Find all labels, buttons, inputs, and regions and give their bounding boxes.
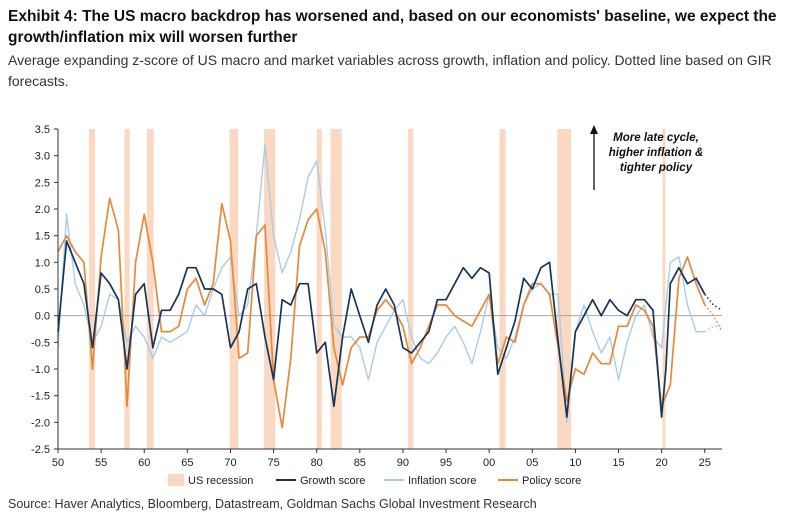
recession-band-1 — [124, 129, 130, 449]
x-axis-ticks: 50 55 60 65 70 75 80 85 90 95 00 05 10 15 20 25 — [52, 449, 711, 469]
y-tick-label: -2.0 — [31, 417, 50, 429]
series-lines — [57, 144, 723, 429]
recession-band-2 — [146, 129, 154, 449]
recession-band-0 — [89, 129, 96, 449]
annotation-line-1: More late cycle, — [613, 132, 699, 144]
annotation-line-3: tighter policy — [620, 162, 693, 174]
x-tick-label: 25 — [699, 457, 711, 469]
y-tick-label: 2.0 — [35, 204, 50, 216]
legend: US recession Growth score Inflation scor… — [168, 474, 581, 487]
x-tick-label: 80 — [311, 457, 323, 469]
y-tick-label: 2.5 — [35, 177, 50, 189]
x-tick-label: 55 — [95, 457, 107, 469]
y-tick-label: 1.0 — [35, 257, 50, 269]
y-tick-label: -1.0 — [31, 364, 50, 376]
x-tick-label: 90 — [397, 457, 409, 469]
y-tick-label: -2.5 — [31, 444, 50, 456]
y-tick-label: -0.5 — [31, 337, 50, 349]
policy-forecast-line — [704, 304, 723, 333]
growth-forecast-line — [704, 293, 723, 311]
recession-band-10 — [662, 129, 666, 449]
recession-bands — [89, 129, 666, 449]
growth-line — [57, 240, 706, 418]
source-note: Source: Haver Analytics, Bloomberg, Data… — [8, 497, 537, 511]
y-tick-label: 3.5 — [35, 124, 50, 136]
recession-band-5 — [316, 129, 322, 449]
y-tick-label: 1.5 — [35, 231, 50, 243]
x-tick-label: 60 — [138, 457, 150, 469]
recession-band-6 — [330, 129, 342, 449]
legend-swatch-recession — [168, 474, 184, 486]
legend-label-growth: Growth score — [300, 475, 365, 487]
recession-band-7 — [408, 129, 414, 449]
x-tick-label: 65 — [181, 457, 193, 469]
x-tick-label: 05 — [526, 457, 538, 469]
axes — [57, 129, 722, 450]
recession-band-8 — [499, 129, 506, 449]
legend-label-policy: Policy score — [522, 475, 581, 487]
y-tick-label: 3.0 — [35, 151, 50, 163]
x-tick-label: 00 — [483, 457, 495, 469]
annotation-arrow-head — [590, 125, 598, 134]
legend-label-inflation: Inflation score — [408, 475, 476, 487]
policy-line — [57, 197, 706, 429]
y-tick-label: -1.5 — [31, 391, 50, 403]
inflation-line — [57, 144, 705, 423]
x-tick-label: 75 — [267, 457, 279, 469]
legend-label-recession: US recession — [188, 475, 253, 487]
x-tick-label: 10 — [569, 457, 581, 469]
x-tick-label: 20 — [656, 457, 668, 469]
y-axis-ticks: 3.5 3.0 2.5 2.0 1.5 1.0 0.5 0.0 -0.5 -1.0 -1.5 -2.0… — [31, 124, 58, 456]
chart-subtitle: Average expanding z-score of US macro an… — [8, 52, 772, 89]
y-tick-label: 0.5 — [35, 284, 50, 296]
late-cycle-annotation: More late cycle, higher inflation & tigh… — [590, 125, 703, 190]
x-tick-label: 95 — [440, 457, 452, 469]
y-tick-label: 0.0 — [35, 311, 50, 323]
x-tick-label: 15 — [612, 457, 624, 469]
recession-band-4 — [264, 129, 276, 449]
x-tick-label: 85 — [354, 457, 366, 469]
annotation-line-2: higher inflation & — [609, 147, 704, 159]
x-tick-label: 50 — [52, 457, 64, 469]
x-tick-label: 70 — [224, 457, 236, 469]
chart-title: Exhibit 4: The US macro backdrop has wor… — [8, 8, 777, 46]
inflation-forecast-line — [704, 325, 722, 333]
